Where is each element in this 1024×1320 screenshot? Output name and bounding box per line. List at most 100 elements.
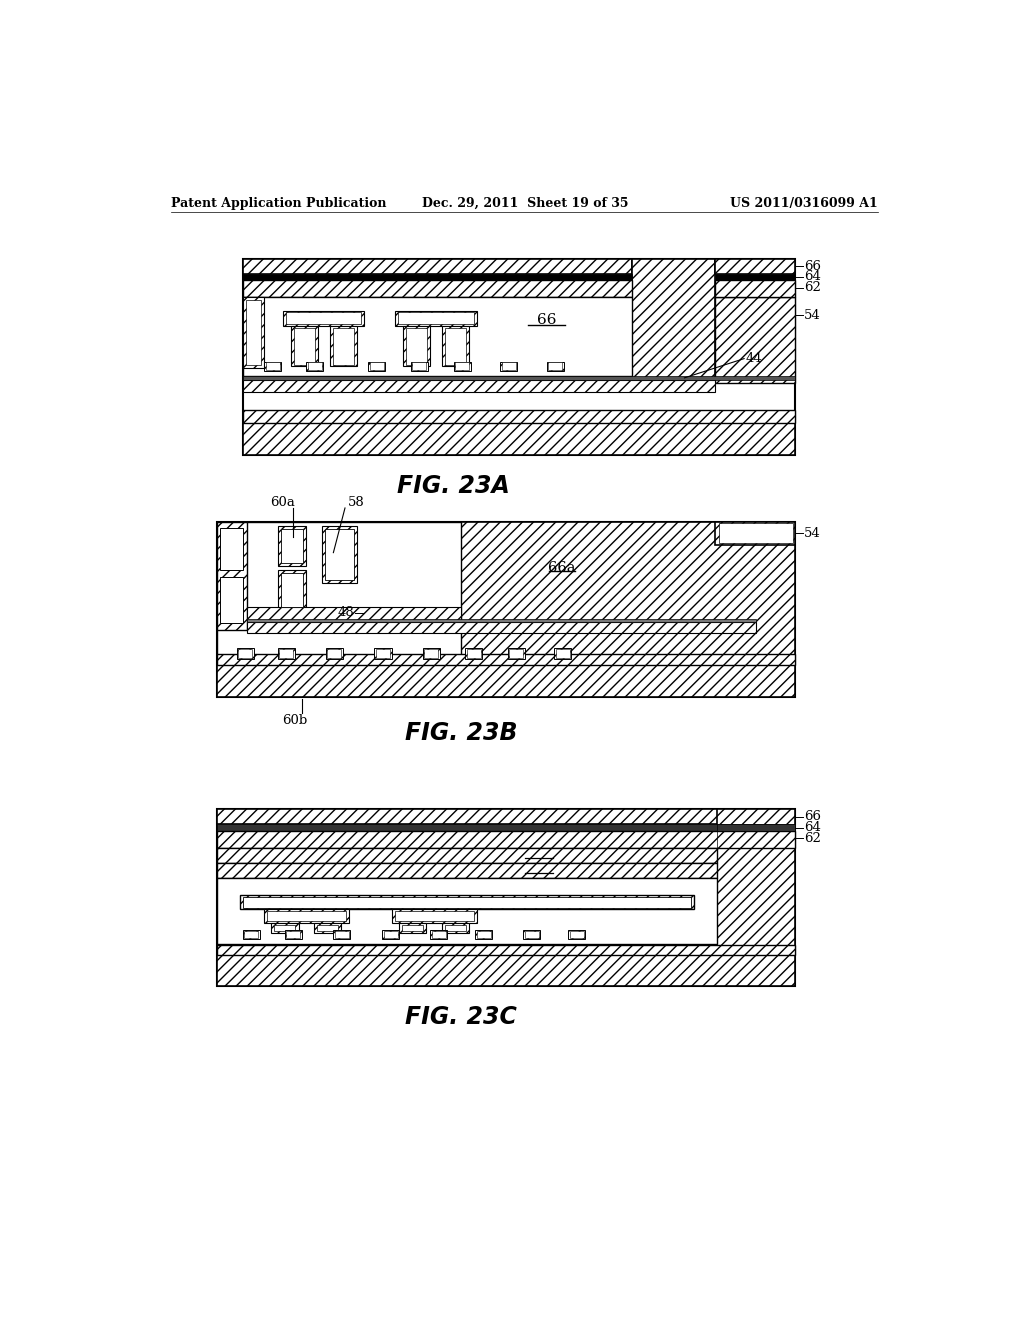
- Bar: [325, 529, 353, 581]
- Bar: [247, 622, 756, 634]
- Bar: [241, 895, 693, 909]
- Bar: [283, 312, 365, 326]
- Bar: [243, 411, 795, 422]
- Bar: [442, 326, 469, 367]
- Bar: [281, 573, 303, 607]
- Bar: [326, 648, 343, 659]
- Bar: [461, 521, 795, 656]
- Bar: [391, 909, 477, 923]
- Bar: [523, 929, 541, 940]
- Bar: [424, 649, 438, 659]
- Bar: [455, 363, 469, 370]
- Bar: [243, 280, 632, 297]
- Bar: [238, 649, 252, 659]
- Bar: [243, 259, 795, 455]
- Bar: [384, 931, 397, 939]
- Text: 44: 44: [745, 352, 763, 366]
- Bar: [274, 924, 295, 932]
- Bar: [335, 931, 349, 939]
- Bar: [375, 648, 391, 659]
- Bar: [719, 524, 793, 543]
- Bar: [294, 327, 314, 364]
- Bar: [398, 313, 474, 323]
- Bar: [717, 825, 795, 830]
- Bar: [369, 362, 385, 371]
- Bar: [220, 528, 244, 570]
- Bar: [286, 931, 300, 939]
- Text: 66a: 66a: [548, 561, 575, 576]
- Text: 62: 62: [804, 832, 820, 845]
- Text: 48: 48: [338, 606, 354, 619]
- Text: 66: 66: [804, 260, 821, 273]
- Bar: [411, 362, 428, 371]
- Bar: [243, 275, 632, 280]
- Bar: [465, 648, 482, 659]
- Bar: [454, 362, 471, 371]
- Text: 66: 66: [537, 313, 556, 327]
- Bar: [271, 923, 299, 933]
- Bar: [217, 655, 795, 665]
- Bar: [554, 648, 571, 659]
- Text: 64: 64: [804, 821, 820, 834]
- Bar: [445, 924, 466, 932]
- Bar: [423, 648, 439, 659]
- Bar: [243, 376, 795, 380]
- Bar: [376, 649, 390, 659]
- Bar: [286, 313, 361, 323]
- Bar: [716, 280, 795, 297]
- Bar: [322, 525, 356, 583]
- Bar: [291, 326, 317, 367]
- Bar: [370, 363, 384, 370]
- Bar: [278, 570, 306, 610]
- Bar: [263, 909, 349, 923]
- Bar: [217, 956, 795, 986]
- Bar: [716, 521, 795, 545]
- Bar: [717, 809, 795, 986]
- Bar: [524, 931, 539, 939]
- Text: 66b: 66b: [525, 863, 552, 878]
- Bar: [217, 809, 795, 825]
- Text: Patent Application Publication: Patent Application Publication: [171, 197, 386, 210]
- Bar: [217, 863, 717, 878]
- Bar: [430, 929, 447, 940]
- Text: Dec. 29, 2011  Sheet 19 of 35: Dec. 29, 2011 Sheet 19 of 35: [422, 197, 628, 210]
- Bar: [247, 619, 756, 622]
- Bar: [247, 607, 461, 620]
- Bar: [548, 363, 562, 370]
- Bar: [509, 649, 523, 659]
- Text: 66a: 66a: [525, 849, 552, 862]
- Bar: [308, 363, 322, 370]
- Text: US 2011/0316099 A1: US 2011/0316099 A1: [730, 197, 879, 210]
- Bar: [217, 521, 461, 656]
- Bar: [413, 363, 426, 370]
- Bar: [278, 648, 295, 659]
- Bar: [442, 923, 469, 933]
- Bar: [382, 929, 399, 940]
- Bar: [568, 929, 586, 940]
- Text: FIG. 23A: FIG. 23A: [397, 474, 510, 498]
- Bar: [217, 830, 795, 847]
- Bar: [547, 362, 563, 371]
- Text: 60a: 60a: [270, 496, 296, 510]
- Text: 54: 54: [804, 527, 820, 540]
- Bar: [243, 297, 264, 368]
- Bar: [217, 521, 795, 697]
- Bar: [502, 363, 515, 370]
- Text: 62: 62: [804, 281, 820, 294]
- Bar: [243, 929, 260, 940]
- Bar: [556, 649, 569, 659]
- Bar: [217, 665, 795, 697]
- Bar: [475, 929, 493, 940]
- Bar: [246, 300, 261, 364]
- Bar: [285, 929, 302, 940]
- Bar: [317, 924, 338, 932]
- Bar: [281, 529, 303, 562]
- Bar: [569, 931, 584, 939]
- Text: FIG. 23B: FIG. 23B: [406, 721, 517, 744]
- Bar: [399, 923, 426, 933]
- Bar: [306, 362, 324, 371]
- Bar: [330, 326, 356, 367]
- Bar: [334, 929, 350, 940]
- Bar: [217, 521, 247, 630]
- Bar: [264, 362, 282, 371]
